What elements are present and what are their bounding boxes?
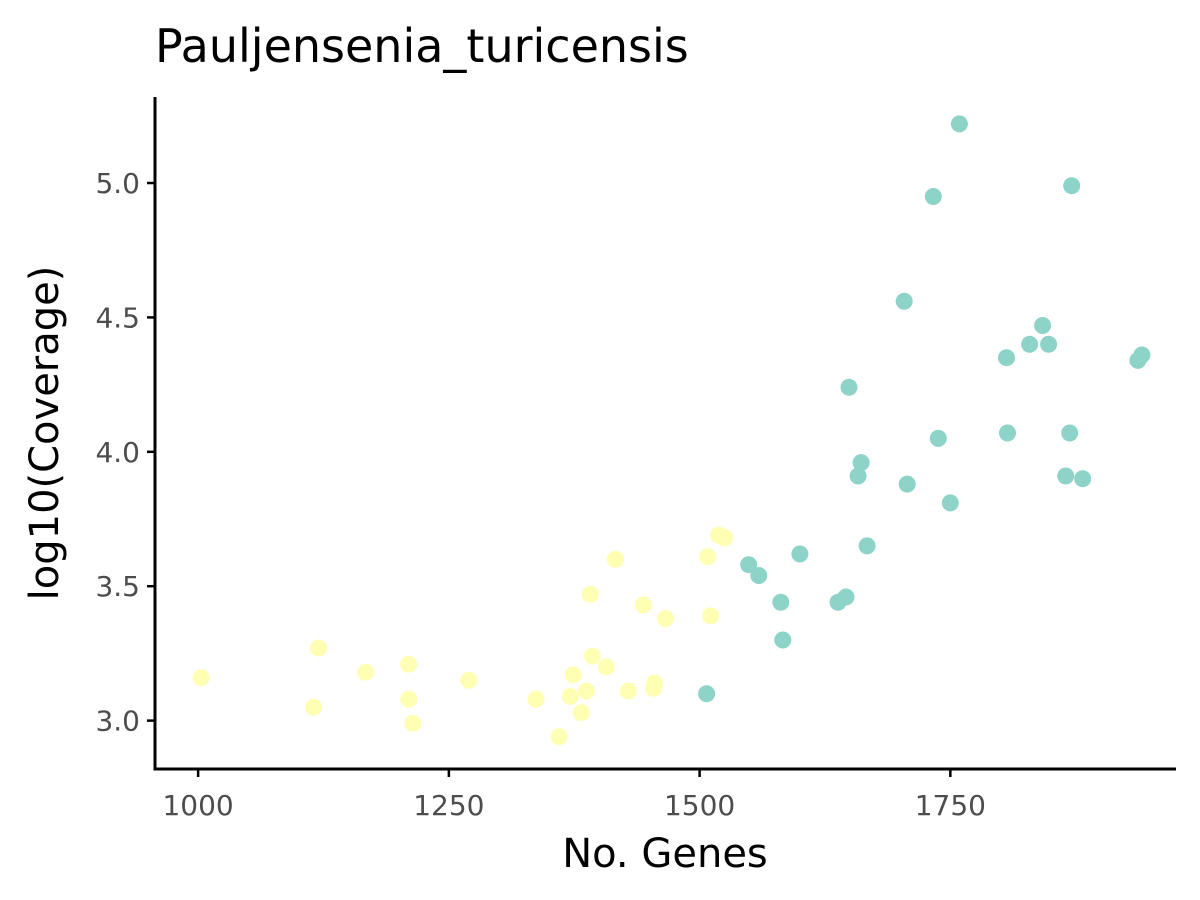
data-point (550, 728, 568, 746)
data-point (699, 548, 717, 566)
data-point (1034, 317, 1052, 334)
data-point (400, 655, 418, 673)
data-point (657, 610, 674, 627)
data-point (849, 467, 867, 485)
data-point (950, 115, 968, 133)
data-point (837, 588, 855, 606)
data-point (998, 349, 1015, 367)
data-point (646, 674, 663, 692)
chart-title: Pauljensenia_turicensis (155, 19, 689, 73)
data-point (702, 607, 720, 625)
data-point (772, 593, 790, 611)
y-tick-label: 3.5 (95, 570, 140, 603)
data-point (634, 596, 652, 614)
data-point (698, 685, 716, 703)
y-tick-label: 5.0 (95, 167, 140, 200)
y-axis-title: log10(Coverage) (22, 266, 68, 601)
data-point (941, 494, 959, 512)
data-point (581, 585, 599, 603)
x-axis-ticks: 1000 1250 1500 1750 (162, 769, 986, 822)
data-points (192, 115, 1151, 746)
data-point (577, 682, 595, 700)
data-point (1021, 335, 1039, 353)
data-point (1063, 177, 1081, 195)
data-point (597, 658, 615, 676)
data-point (564, 666, 582, 684)
data-point (1133, 346, 1151, 364)
x-tick-label: 1250 (413, 789, 484, 822)
data-point (716, 529, 734, 547)
data-point (999, 424, 1016, 442)
data-point (1074, 470, 1092, 488)
data-point (527, 690, 545, 708)
data-point (192, 669, 210, 687)
x-tick-label: 1500 (664, 789, 735, 822)
data-point (606, 550, 624, 568)
data-point (924, 188, 942, 205)
data-point (310, 639, 327, 657)
data-point (619, 682, 637, 700)
data-point (583, 647, 601, 665)
data-point (1040, 335, 1058, 353)
y-tick-label: 4.0 (95, 436, 140, 469)
data-point (572, 704, 590, 722)
y-tick-label: 3.0 (95, 705, 140, 738)
data-point (840, 378, 858, 396)
data-point (357, 663, 375, 681)
data-point (1057, 467, 1075, 485)
x-tick-label: 1750 (915, 789, 986, 822)
x-tick-label: 1000 (162, 789, 233, 822)
data-point (750, 567, 768, 584)
data-point (858, 537, 876, 555)
data-point (852, 454, 870, 472)
data-point (898, 475, 916, 493)
data-point (791, 545, 809, 563)
y-tick-label: 4.5 (95, 301, 140, 334)
data-point (400, 690, 418, 708)
data-point (895, 292, 913, 310)
data-point (774, 631, 792, 649)
data-point (1061, 424, 1079, 442)
y-axis-ticks: 3.0 3.5 4.0 4.5 5.0 (95, 167, 155, 738)
data-point (740, 556, 758, 574)
data-point (561, 687, 579, 705)
data-point (929, 429, 947, 447)
x-axis-title: No. Genes (562, 831, 768, 877)
data-point (460, 671, 478, 689)
data-point (404, 714, 422, 732)
data-point (305, 698, 322, 716)
